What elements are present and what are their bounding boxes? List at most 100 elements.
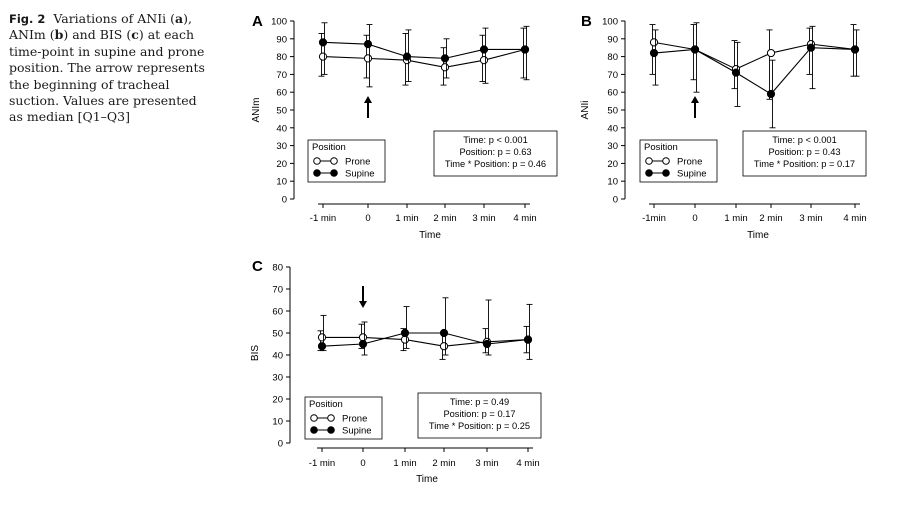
caption-text-3: ) and BIS ( (63, 27, 132, 43)
legend-entry: Supine (677, 169, 707, 180)
y-tick-label: 90 (276, 34, 287, 45)
y-tick-label: 30 (272, 373, 283, 384)
suction-arrow-head (364, 96, 372, 103)
y-tick-label: 80 (607, 52, 618, 63)
y-axis-title: BIS (250, 345, 261, 361)
y-tick-label: 100 (602, 17, 618, 28)
chart-panel-c: C 0 10 20 30 40 50 60 70 80 -1 min 0 1 min 2 min 3 min… (250, 258, 542, 485)
stats-line: Position: p = 0.17 (443, 409, 515, 419)
caption-text-2: ), ANIm ( (9, 11, 192, 43)
x-axis-title: Time (419, 230, 441, 241)
y-tick-label: 60 (272, 307, 283, 318)
suction-arrow-head (359, 301, 367, 308)
stats-frame (433, 130, 558, 177)
panel-label: A (252, 13, 263, 30)
caption-panel-b: b (54, 27, 64, 43)
y-tick-label: 60 (276, 88, 287, 99)
legend-marker (645, 169, 653, 177)
stats-line: Time: p < 0.001 (463, 135, 528, 145)
x-tick-label: -1min (642, 213, 666, 224)
legend-marker (662, 169, 670, 177)
caption-text-1: Variations of ANIi ( (53, 11, 175, 26)
stats-box: Time: p < 0.001 Position: p = 0.43 Time * … (742, 130, 867, 177)
legend-marker (313, 169, 321, 177)
y-tick-label: 100 (271, 17, 287, 28)
data-point (520, 45, 530, 54)
data-point (439, 342, 449, 351)
x-tick-label: 3 min (475, 458, 498, 469)
data-point (317, 333, 327, 342)
suction-arrow-head (691, 96, 699, 103)
x-tick-label: 2 min (759, 213, 782, 224)
x-axis-title: Time (416, 474, 438, 485)
legend-entry: Prone (342, 414, 367, 425)
data-point (649, 38, 659, 47)
y-tick-label: 40 (276, 123, 287, 134)
data-point (479, 45, 489, 54)
series-prone (649, 24, 860, 100)
x-tick-label: -1 min (309, 458, 335, 469)
y-tick-label: 50 (607, 106, 618, 117)
legend-marker (310, 414, 318, 422)
y-tick-label: 70 (272, 285, 283, 296)
legend-marker (645, 157, 653, 165)
legend-entry: Supine (345, 169, 375, 180)
series-line (322, 336, 529, 347)
y-tick-label: 80 (272, 263, 283, 274)
stats-box: Time: p = 0.49 Position: p = 0.17 Time * P… (417, 392, 542, 439)
series-supine (649, 22, 860, 129)
x-tick-label: 3 min (472, 213, 495, 224)
panel-label: C (252, 258, 263, 275)
data-point (358, 339, 368, 349)
stats-line: Time * Position: p = 0.17 (754, 159, 855, 169)
data-point (690, 45, 700, 54)
x-tick-label: 3 min (799, 213, 822, 224)
y-tick-label: 90 (607, 34, 618, 45)
y-tick-label: 30 (607, 141, 618, 152)
stats-line: Time: p < 0.001 (772, 135, 837, 145)
y-tick-label: 10 (276, 177, 287, 188)
chart-panel-a: A 0 10 20 30 40 50 60 70 80 90 100 -1 min 0 1 min 2 min… (251, 13, 558, 241)
legend-box (307, 139, 386, 183)
series-line (322, 41, 525, 59)
y-tick-label: 20 (276, 159, 287, 170)
y-tick-label: 10 (607, 177, 618, 188)
data-point (318, 38, 328, 47)
legend-marker (327, 414, 335, 422)
x-tick-label: 0 (360, 458, 365, 469)
data-point (363, 54, 373, 63)
legend-title: Position (312, 142, 346, 153)
legend-entry: Supine (342, 426, 372, 437)
x-tick-label: 4 min (513, 213, 536, 224)
x-tick-label: 1 min (724, 213, 747, 224)
data-point (402, 52, 412, 61)
y-axis-title: ANIm (251, 98, 262, 123)
legend-marker (662, 157, 670, 165)
legend-marker (330, 157, 338, 165)
stats-line: Time * Position: p = 0.46 (445, 159, 546, 169)
panel-label: B (581, 13, 592, 30)
y-tick-label: 70 (276, 70, 287, 81)
figure-label: Fig. 2 (9, 12, 46, 26)
series-prone (318, 27, 530, 86)
data-point (806, 43, 816, 52)
stats-frame (742, 130, 867, 177)
x-tick-label: 0 (692, 213, 697, 224)
data-point (440, 54, 450, 63)
data-point (649, 48, 659, 58)
data-point (731, 68, 741, 77)
data-point (400, 328, 410, 338)
data-point (440, 63, 450, 72)
legend-marker (313, 157, 321, 165)
x-tick-label: 4 min (843, 213, 866, 224)
x-tick-label: 2 min (433, 213, 456, 224)
y-tick-label: 40 (272, 351, 283, 362)
stats-line: Position: p = 0.63 (459, 147, 531, 157)
y-tick-label: 30 (276, 141, 287, 152)
caption-panel-a: a (174, 11, 184, 26)
legend-title: Position (309, 399, 343, 410)
y-tick-label: 80 (276, 52, 287, 63)
legend-marker (330, 169, 338, 177)
